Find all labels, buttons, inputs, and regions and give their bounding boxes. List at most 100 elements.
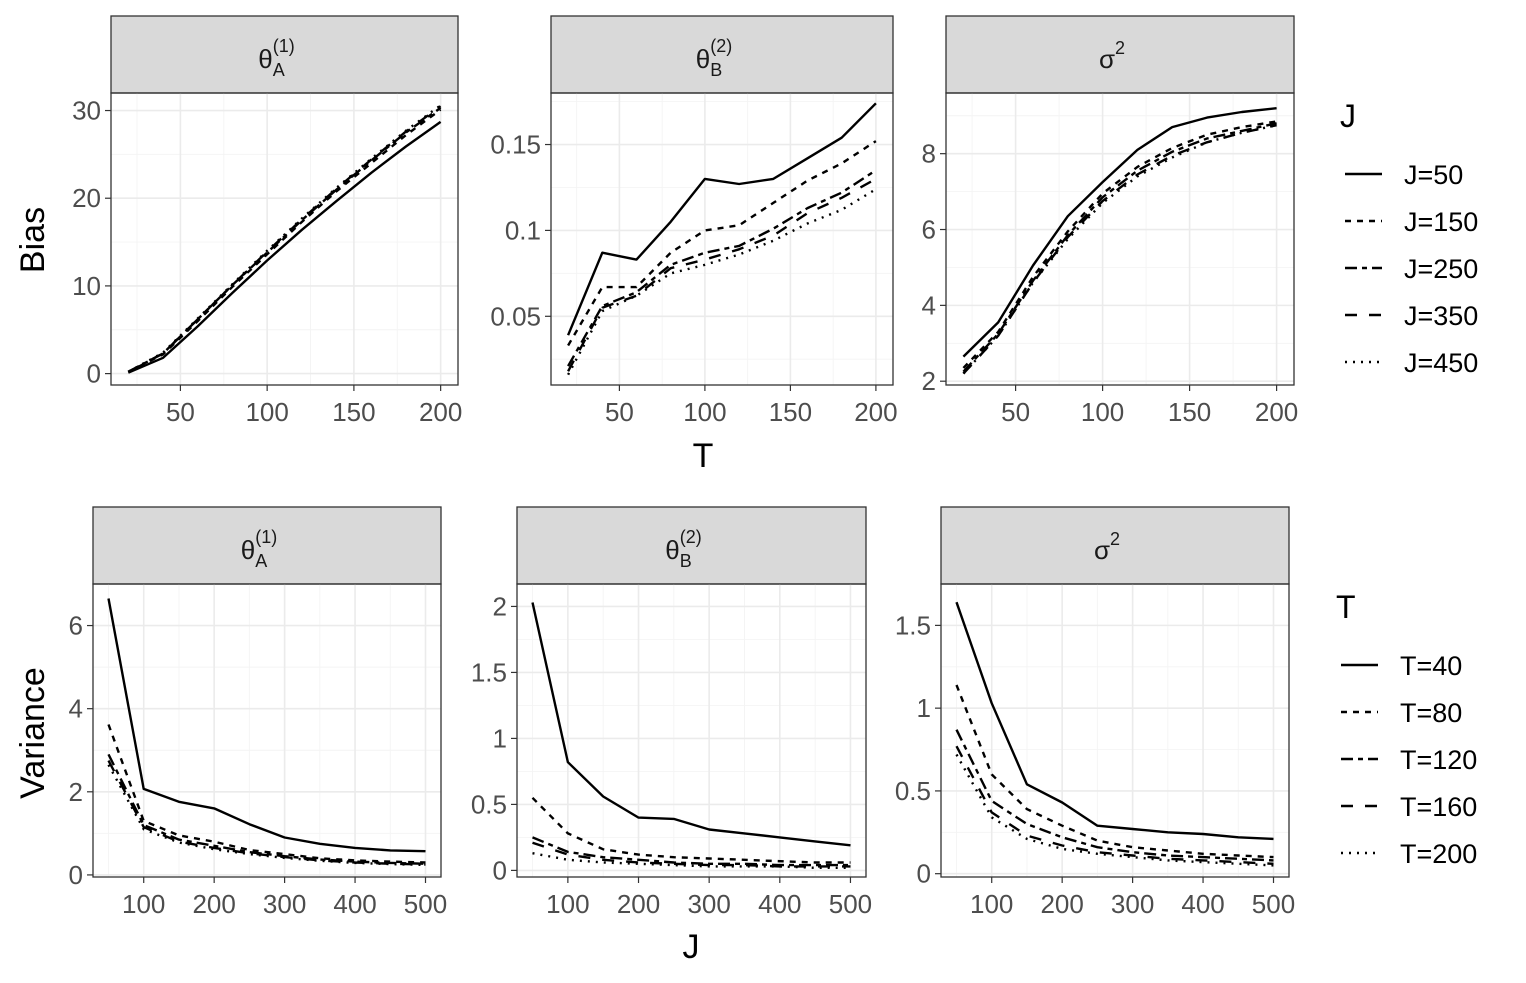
y-tick-label: 0 — [87, 359, 101, 389]
series-j-250 — [962, 122, 1277, 373]
y-tick-label: 4 — [69, 694, 83, 724]
x-tick-label: 100 — [970, 889, 1013, 919]
legend-bottom: T T=40 T=80 T=120 T=160 T=200 — [1336, 589, 1477, 869]
x-tick-label: 300 — [687, 889, 730, 919]
legend-label: J=450 — [1404, 348, 1478, 378]
y-tick-label: 10 — [72, 271, 101, 301]
legend-title: T — [1336, 589, 1356, 625]
x-tick-label: 150 — [769, 397, 812, 427]
x-tick-label: 500 — [404, 889, 447, 919]
x-tick-label: 150 — [332, 397, 375, 427]
y-tick-label: 1 — [493, 723, 507, 753]
series-t-80 — [107, 724, 426, 864]
x-axis-title-t: T — [693, 437, 714, 475]
y-tick-label: 2 — [69, 777, 83, 807]
strip-background — [92, 506, 442, 585]
legend-label: T=40 — [1400, 651, 1462, 681]
legend-label: J=350 — [1404, 301, 1478, 331]
gridlines — [946, 93, 1294, 385]
series-j-150 — [962, 120, 1277, 369]
y-tick-label: 4 — [922, 290, 936, 320]
gridlines — [111, 93, 458, 385]
series-j-350 — [127, 105, 442, 373]
x-tick-label: 500 — [1252, 889, 1295, 919]
y-tick-label: 20 — [72, 183, 101, 213]
y-tick-label: 0.15 — [490, 130, 541, 160]
x-tick-label: 200 — [419, 397, 462, 427]
y-tick-label: 8 — [922, 139, 936, 169]
x-tick-label: 200 — [1040, 889, 1083, 919]
x-tick-label: 150 — [1168, 397, 1211, 427]
y-tick-label: 2 — [922, 366, 936, 396]
y-tick-label: 6 — [922, 215, 936, 245]
panel-border — [110, 92, 459, 386]
series-t-160 — [955, 745, 1274, 865]
x-tick-label: 100 — [546, 889, 589, 919]
strip-background — [110, 15, 459, 94]
strip-background — [550, 15, 894, 94]
y-tick-label: 1 — [917, 693, 931, 723]
y-tick-label: 30 — [72, 96, 101, 126]
legend-label: T=120 — [1400, 745, 1477, 775]
series-j-50 — [566, 102, 877, 336]
y-tick-label: 0.5 — [895, 776, 931, 806]
y-tick-label: 1.5 — [895, 610, 931, 640]
y-tick-label: 6 — [69, 611, 83, 641]
series-t-120 — [955, 729, 1274, 862]
series-t-80 — [531, 796, 851, 864]
series-j-250 — [567, 169, 877, 367]
panel-border — [940, 583, 1290, 878]
series-t-80 — [955, 684, 1274, 859]
series-t-120 — [532, 836, 851, 867]
series-t-40 — [531, 602, 851, 847]
legends: JJ=50J=150J=250J=350J=450TT=40T=80T=120T… — [1336, 98, 1478, 869]
strip-background — [945, 15, 1295, 94]
x-tick-label: 400 — [758, 889, 801, 919]
legend-title: J — [1340, 98, 1356, 134]
x-axis-title-j: J — [683, 928, 700, 966]
y-tick-label: 0.1 — [505, 215, 541, 245]
legend-label: T=80 — [1400, 698, 1462, 728]
x-tick-label: 500 — [829, 889, 872, 919]
x-tick-label: 100 — [245, 397, 288, 427]
legend-label: J=250 — [1404, 254, 1478, 284]
x-tick-label: 200 — [192, 889, 235, 919]
y-axis-title-variance: Variance — [14, 667, 52, 799]
gridlines — [517, 584, 866, 877]
x-tick-label: 50 — [605, 397, 634, 427]
panel-border — [92, 583, 442, 878]
series-t-200 — [107, 764, 426, 867]
y-tick-label: 0.5 — [471, 789, 507, 819]
x-tick-label: 300 — [1111, 889, 1154, 919]
y-tick-label: 0.05 — [490, 301, 541, 331]
panel-border — [945, 92, 1295, 386]
series-t-40 — [955, 601, 1274, 841]
legend-label: T=200 — [1400, 839, 1477, 869]
x-tick-label: 50 — [1001, 397, 1030, 427]
x-tick-label: 400 — [333, 889, 376, 919]
x-tick-label: 100 — [122, 889, 165, 919]
legend-label: J=150 — [1404, 207, 1478, 237]
strip-background — [516, 506, 867, 585]
x-tick-label: 200 — [1255, 397, 1298, 427]
y-axis-title-bias: Bias — [14, 207, 52, 273]
y-tick-label: 0 — [69, 860, 83, 890]
series-t-40 — [107, 598, 426, 853]
series-j-450 — [962, 124, 1277, 375]
x-tick-label: 200 — [854, 397, 897, 427]
series-j-350 — [567, 177, 877, 372]
x-tick-label: 100 — [683, 397, 726, 427]
gridlines — [93, 584, 441, 877]
y-tick-label: 1.5 — [471, 657, 507, 687]
y-tick-label: 2 — [493, 591, 507, 621]
x-tick-label: 200 — [617, 889, 660, 919]
series-j-50 — [127, 120, 442, 374]
x-tick-label: 50 — [166, 397, 195, 427]
